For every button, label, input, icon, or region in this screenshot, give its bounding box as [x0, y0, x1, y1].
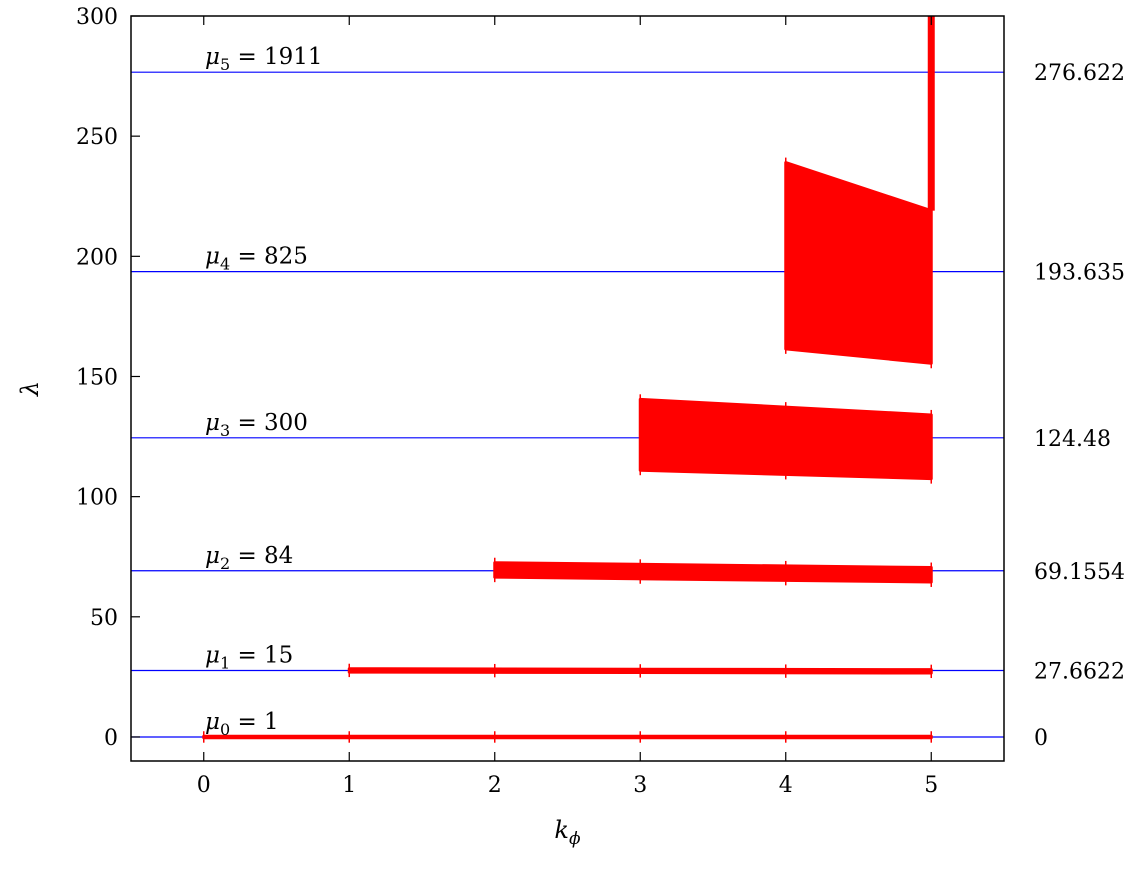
x-tick-label-1: 1	[342, 773, 356, 798]
y-axis-label: λ	[16, 381, 44, 397]
mu-symbol: μ	[205, 642, 220, 668]
mu-label-5: μ5 = 1911	[205, 44, 323, 74]
x-axis-label: kϕ	[554, 816, 581, 849]
mu-label-1: μ1 = 15	[205, 642, 293, 672]
y-tick-labels: 0 50 100 150 200 250 300	[76, 5, 118, 751]
right-labels: 0 27.6622 69.1554 124.48 193.635 276.622	[1034, 61, 1125, 751]
mu-label-2: μ2 = 84	[205, 543, 293, 573]
mu-label-0: μ0 = 1	[205, 709, 279, 739]
right-label-4: 193.635	[1034, 261, 1125, 286]
band-5	[927, 16, 935, 211]
mu-label-4: μ4 = 825	[205, 244, 308, 274]
x-tick-label-4: 4	[779, 773, 793, 798]
axis-ticks	[131, 15, 932, 761]
x-axis-label-main: k	[554, 816, 569, 844]
mu-value: = 300	[230, 410, 308, 436]
mu-subscript: 1	[220, 653, 230, 672]
mu-symbol: μ	[205, 543, 220, 569]
y-tick-label-6: 300	[76, 5, 118, 30]
mu-value: = 825	[230, 244, 308, 270]
x-axis-label-sub: ϕ	[569, 829, 581, 849]
x-tick-label-0: 0	[197, 773, 211, 798]
y-tick-label-4: 200	[76, 245, 118, 270]
mu-symbol: μ	[205, 410, 220, 436]
right-label-0: 0	[1034, 726, 1048, 751]
plot-frame	[130, 15, 1005, 762]
y-tick-label-1: 50	[90, 606, 118, 631]
y-tick-label-2: 100	[76, 486, 118, 511]
right-label-3: 124.48	[1034, 427, 1111, 452]
right-label-1: 27.6622	[1034, 659, 1125, 684]
mu-value: = 1	[230, 709, 279, 735]
mu-label-3: μ3 = 300	[205, 410, 308, 440]
band-4	[784, 161, 933, 365]
mu-symbol: μ	[205, 44, 220, 70]
x-tick-labels: 0 1 2 3 4 5	[197, 773, 939, 798]
x-tick-label-3: 3	[633, 773, 647, 798]
mu-value: = 84	[230, 543, 293, 569]
mu-subscript: 2	[220, 554, 230, 573]
mu-symbol: μ	[205, 244, 220, 270]
right-label-5: 276.622	[1034, 61, 1125, 86]
bands	[202, 16, 935, 743]
band-2	[493, 561, 933, 584]
y-tick-label-3: 150	[76, 365, 118, 390]
band-0	[202, 734, 933, 740]
mu-subscript: 0	[220, 720, 230, 739]
mu-subscript: 4	[220, 255, 230, 274]
mu-subscript: 5	[220, 55, 230, 74]
x-tick-label-2: 2	[488, 773, 502, 798]
y-tick-label-0: 0	[104, 726, 118, 751]
mu-symbol: μ	[205, 709, 220, 735]
mu-value: = 15	[230, 642, 293, 668]
x-tick-label-5: 5	[924, 773, 938, 798]
reference-lines	[131, 71, 1004, 738]
mu-value: = 1911	[230, 44, 322, 70]
right-label-2: 69.1554	[1034, 560, 1125, 585]
mu-subscript: 3	[220, 421, 230, 440]
y-tick-label-5: 250	[76, 125, 118, 150]
